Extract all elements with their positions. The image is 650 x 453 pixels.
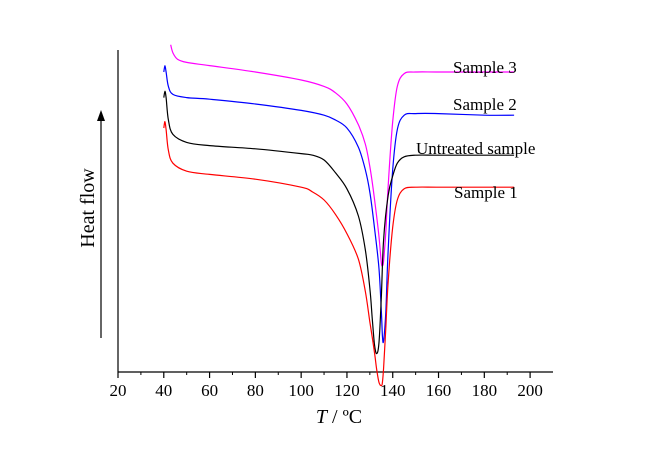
arrow-head-icon (97, 110, 105, 121)
x-tick-label: 180 (472, 381, 498, 400)
plot-frame (117, 50, 553, 373)
y-axis-title: Heat flow (77, 168, 99, 248)
series-line-sample-2 (163, 65, 515, 344)
x-tick-label: 160 (426, 381, 452, 400)
x-axis-title-variable: T (316, 406, 329, 428)
series-line-sample-3 (170, 44, 515, 267)
x-tick-label: 100 (288, 381, 314, 400)
x-axis-title-separator: / (327, 406, 343, 428)
series-label-untreated-sample: Untreated sample (416, 139, 535, 158)
series-label-sample-2: Sample 2 (453, 95, 517, 114)
x-tick-label: 120 (334, 381, 360, 400)
series-line-sample-1 (163, 120, 515, 387)
x-tick-label: 140 (380, 381, 406, 400)
series-label-sample-1: Sample 1 (454, 183, 518, 202)
series-label-sample-3: Sample 3 (453, 58, 517, 77)
series-layer (163, 44, 515, 387)
x-tick-label: 20 (110, 381, 127, 400)
x-axis-title-unit: ºC (343, 406, 363, 428)
x-tick-label: 60 (201, 381, 218, 400)
x-tick-label: 40 (155, 381, 172, 400)
y-axis-title-group: Heat flow (77, 168, 99, 248)
series-labels: Sample 3 Sample 2 Untreated sample Sample 1 (416, 58, 535, 202)
x-axis-ticks: 20 40 60 80 100 120 140 160 180 200 (110, 372, 543, 400)
x-tick-label: 80 (247, 381, 264, 400)
x-tick-label: 200 (517, 381, 543, 400)
series-line-untreated-sample (163, 90, 515, 355)
x-axis-title: T / ºC (316, 406, 362, 428)
